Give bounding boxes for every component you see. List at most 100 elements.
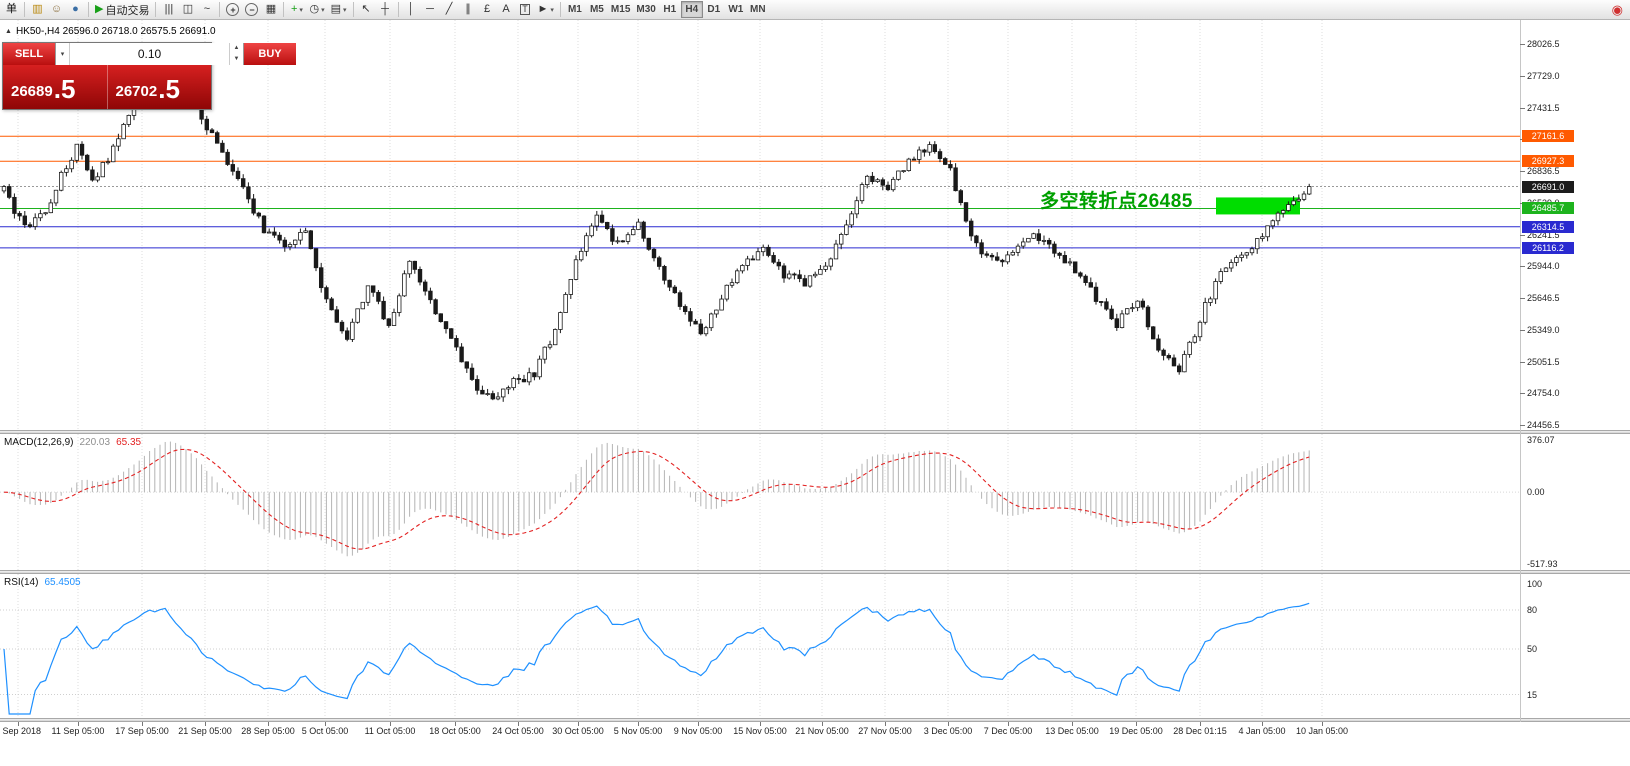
timeframe-h4-button[interactable]: H4	[680, 1, 703, 18]
time-axis-label: 19 Dec 05:00	[1109, 726, 1163, 736]
price-scale-border	[1520, 20, 1521, 722]
timeframe-d1-button[interactable]: D1	[707, 4, 721, 15]
horizontal-line-icon[interactable]: ─	[421, 1, 440, 18]
sell-price[interactable]: 26689 .5	[3, 65, 107, 109]
volume-field: ▾ ▲ ▼	[55, 43, 244, 65]
panel-separator[interactable]	[0, 430, 1630, 434]
vertical-line-icon[interactable]: │	[402, 1, 421, 18]
time-tick-mark	[1136, 722, 1137, 726]
cursor-icon[interactable]: ↖	[357, 1, 376, 18]
time-axis-label: 3 Dec 05:00	[923, 726, 973, 736]
grid-lines	[17, 20, 1323, 430]
time-axis-label: 10 Jan 05:00	[1295, 726, 1349, 736]
last-price-label: 26691.0	[1522, 180, 1574, 193]
toolbar-separator	[219, 2, 221, 17]
buy-button[interactable]: BUY	[244, 43, 296, 65]
sell-button[interactable]: SELL	[3, 43, 55, 65]
oneclick-collapse-arrow[interactable]: ▲	[5, 28, 12, 35]
new-order-button[interactable]: 单	[2, 1, 21, 18]
time-axis-label: 21 Sep 05:00	[178, 726, 232, 736]
price-tick-label: 27729.0	[1527, 70, 1560, 81]
time-tick-mark	[1008, 722, 1009, 726]
time-axis-label: 24 Oct 05:00	[492, 726, 544, 736]
pivot-highlight-rect[interactable]	[1216, 197, 1300, 215]
text-label-icon[interactable]: T	[516, 1, 535, 18]
profiles-icon[interactable]: ☺	[47, 1, 66, 18]
price-tick-label: 25349.0	[1527, 324, 1560, 335]
macd-axis-label: -517.93	[1527, 559, 1558, 569]
bar-chart-icon[interactable]: |||	[159, 1, 178, 18]
price-tick-label: 28026.5	[1527, 39, 1560, 49]
time-tick-mark	[578, 722, 579, 726]
candlestick-chart-icon[interactable]: ◫	[178, 1, 197, 18]
time-tick-mark	[518, 722, 519, 726]
dropdown-caret-icon: ▾	[343, 6, 347, 14]
price-tick-label: 27431.5	[1527, 102, 1560, 113]
volume-up-button[interactable]: ▲	[233, 45, 240, 51]
fibonacci-icon[interactable]: £	[478, 1, 497, 18]
vertical-line-icon: │	[407, 3, 415, 15]
zoom-in-icon[interactable]: +	[223, 1, 242, 18]
pivot-annotation[interactable]: 多空转折点26485	[1040, 191, 1193, 212]
periods-icon: ◷	[309, 3, 320, 15]
arrows-icon[interactable]: ► ▾	[535, 1, 557, 18]
time-tick-mark	[78, 722, 79, 726]
line-chart-icon[interactable]: ~	[197, 1, 216, 18]
sell-price-main: 26689	[11, 83, 53, 100]
timeframe-m1-button[interactable]: M1	[567, 4, 582, 15]
volume-input[interactable]	[70, 43, 229, 65]
time-axis-label: 27 Nov 05:00	[858, 726, 912, 736]
panel-separator[interactable]	[0, 718, 1630, 722]
bar-chart-icon: |||	[164, 3, 174, 15]
timeframe-m5-button[interactable]: M5	[589, 4, 604, 15]
main-chart-panel[interactable]	[0, 20, 1520, 430]
chart-ohlc-text: HK50-,H4 26596.0 26718.0 26575.5 26691.0	[15, 26, 216, 37]
grid-lines	[17, 574, 1323, 718]
tile-windows-icon[interactable]: ▦	[261, 1, 280, 18]
text-icon[interactable]: A	[497, 1, 516, 18]
buy-price[interactable]: 26702 .5	[106, 65, 212, 109]
price-tick-label: 24754.0	[1527, 388, 1560, 399]
level-price-label: 26485.7	[1522, 202, 1574, 215]
toolbar-separator	[155, 2, 157, 17]
timeframe-h1-button[interactable]: H1	[663, 4, 677, 15]
timeframe-mn-button[interactable]: MN	[750, 4, 766, 15]
candlesticks	[1, 44, 1312, 402]
volume-presets-dropdown[interactable]: ▾	[56, 43, 70, 65]
price-tick-label: 25646.5	[1527, 293, 1560, 303]
timeframe-m15-button[interactable]: M15	[610, 4, 631, 15]
price-tick-label: 26241.5	[1527, 229, 1560, 240]
tile-windows-icon: ▦	[265, 3, 277, 15]
sell-price-frac: .5	[53, 74, 76, 104]
toolbar-separator	[352, 2, 354, 17]
time-axis-label: 11 Oct 05:00	[364, 726, 416, 736]
rsi-panel[interactable]	[0, 574, 1520, 718]
timeframe-w1-button[interactable]: W1	[728, 4, 744, 15]
price-tick-label: 26836.5	[1527, 166, 1560, 176]
candlestick-chart-icon: ◫	[182, 3, 194, 15]
time-axis-label: 13 Dec 05:00	[1045, 726, 1099, 736]
equidistant-channel-icon[interactable]: ∥	[459, 1, 478, 18]
indicators-button[interactable]: + ▾	[287, 1, 306, 18]
rsi-line	[3, 602, 1310, 715]
grid-lines	[17, 434, 1323, 570]
zoom-out-icon[interactable]: −	[242, 1, 261, 18]
periods-button[interactable]: ◷ ▾	[306, 1, 327, 18]
volume-down-button[interactable]: ▼	[233, 56, 240, 62]
timeframe-m30-button[interactable]: M30	[636, 4, 656, 15]
charts-icon[interactable]: ▥	[28, 1, 47, 18]
templates-button[interactable]: ▤ ▾	[328, 1, 350, 18]
rsi-label: RSI(14) 65.4505	[4, 577, 87, 588]
macd-panel[interactable]	[0, 434, 1520, 570]
macd-label: MACD(12,26,9) 220.03 65.35	[4, 437, 147, 448]
panel-separator[interactable]	[0, 570, 1630, 574]
zoom-in-icon: +	[226, 3, 240, 16]
price-tick-label: 24456.5	[1527, 420, 1560, 430]
market-watch-icon[interactable]: ●	[66, 1, 85, 18]
level-price-label: 26927.3	[1522, 155, 1574, 168]
crosshair-icon[interactable]: ┼	[376, 1, 395, 18]
trendline-icon[interactable]: ╱	[440, 1, 459, 18]
community-icon[interactable]: ◉	[1611, 1, 1623, 17]
autotrading-button[interactable]: ▶ 自动交易	[92, 1, 152, 18]
